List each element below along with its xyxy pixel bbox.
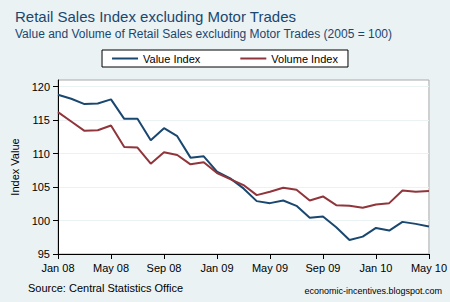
svg-text:economic-incentives.blogspot.c: economic-incentives.blogspot.com [304,286,442,296]
svg-text:May 09: May 09 [252,262,288,274]
svg-text:Jan 08: Jan 08 [41,262,74,274]
svg-text:95: 95 [38,248,50,260]
svg-text:Sep 09: Sep 09 [306,262,341,274]
svg-text:Value and Volume of Retail Sal: Value and Volume of Retail Sales excludi… [15,27,392,41]
svg-text:Sep 08: Sep 08 [147,262,182,274]
svg-text:Jan 09: Jan 09 [200,262,233,274]
svg-text:100: 100 [32,215,50,227]
svg-text:120: 120 [32,81,50,93]
svg-text:May 08: May 08 [93,262,129,274]
svg-text:105: 105 [32,181,50,193]
svg-text:Volume Index: Volume Index [271,53,338,65]
svg-text:110: 110 [32,148,50,160]
svg-text:Source: Central Statistics Off: Source: Central Statistics Office [28,282,183,294]
svg-text:May 10: May 10 [411,262,447,274]
svg-text:Jan 10: Jan 10 [359,262,392,274]
svg-text:115: 115 [32,114,50,126]
svg-text:Value Index: Value Index [143,53,201,65]
svg-text:Retail Sales Index excluding M: Retail Sales Index excluding Motor Trade… [15,8,296,25]
svg-text:Index Value: Index Value [9,138,21,195]
